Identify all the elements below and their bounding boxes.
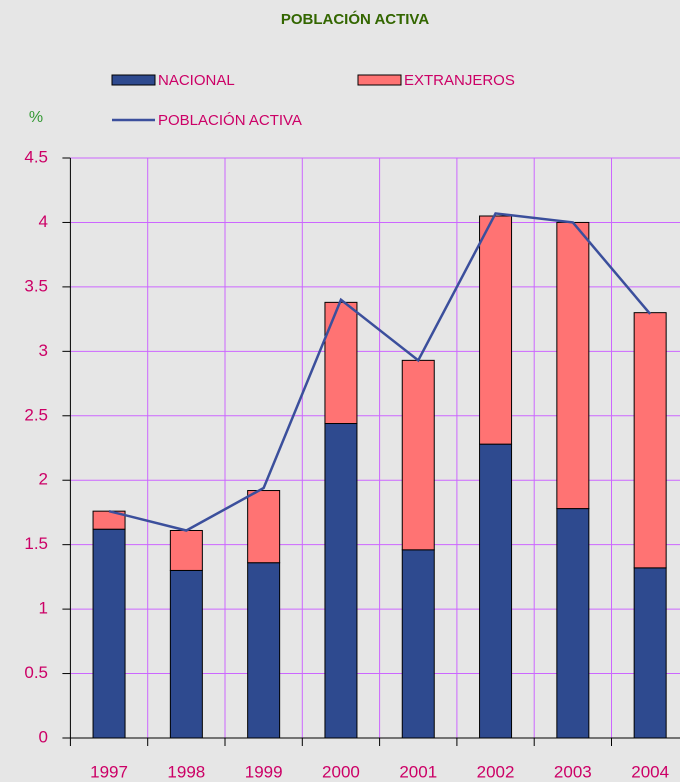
x-tick-label: 1999: [245, 762, 283, 781]
bar: [324, 423, 358, 739]
x-tick-label: 2004: [631, 762, 669, 781]
bar: [169, 529, 203, 571]
bar: [556, 508, 590, 739]
legend-label: NACIONAL: [158, 72, 235, 89]
y-tick-label: 0.5: [24, 663, 48, 682]
y-tick-label: 1.5: [24, 534, 48, 553]
x-tick-label: 2002: [477, 762, 515, 781]
bar: [633, 567, 667, 739]
y-tick-label: 2.5: [24, 405, 48, 424]
y-tick-label: 4: [39, 212, 48, 231]
y-tick-label: 0: [39, 727, 48, 746]
y-tick-label: 2: [39, 470, 48, 489]
y-tick-label: 3: [39, 341, 48, 360]
legend-swatch: [357, 74, 402, 86]
legend-label: EXTRANJEROS: [404, 72, 515, 89]
bar: [479, 443, 513, 739]
bar: [479, 215, 513, 445]
bar: [169, 569, 203, 739]
x-tick-label: 2001: [399, 762, 437, 781]
bar: [556, 221, 590, 510]
legend-label: POBLACIÓN ACTIVA: [158, 112, 302, 129]
y-tick-label: 4.5: [24, 147, 48, 166]
bar: [247, 490, 281, 564]
y-tick-label: 3.5: [24, 276, 48, 295]
chart-title: POBLACIÓN ACTIVA: [281, 10, 429, 28]
bar: [401, 359, 435, 551]
bar: [633, 312, 667, 569]
bar: [247, 562, 281, 739]
bar: [324, 301, 358, 425]
x-tick-label: 1998: [167, 762, 205, 781]
y-axis-label: %: [29, 109, 43, 126]
line: [108, 212, 652, 532]
bar: [401, 549, 435, 739]
x-tick-label: 1997: [90, 762, 128, 781]
bar: [92, 528, 126, 739]
x-tick-label: 2000: [322, 762, 360, 781]
legend-swatch: [111, 74, 156, 86]
x-tick-label: 2003: [554, 762, 592, 781]
y-tick-label: 1: [39, 599, 48, 618]
bar: [92, 510, 126, 530]
